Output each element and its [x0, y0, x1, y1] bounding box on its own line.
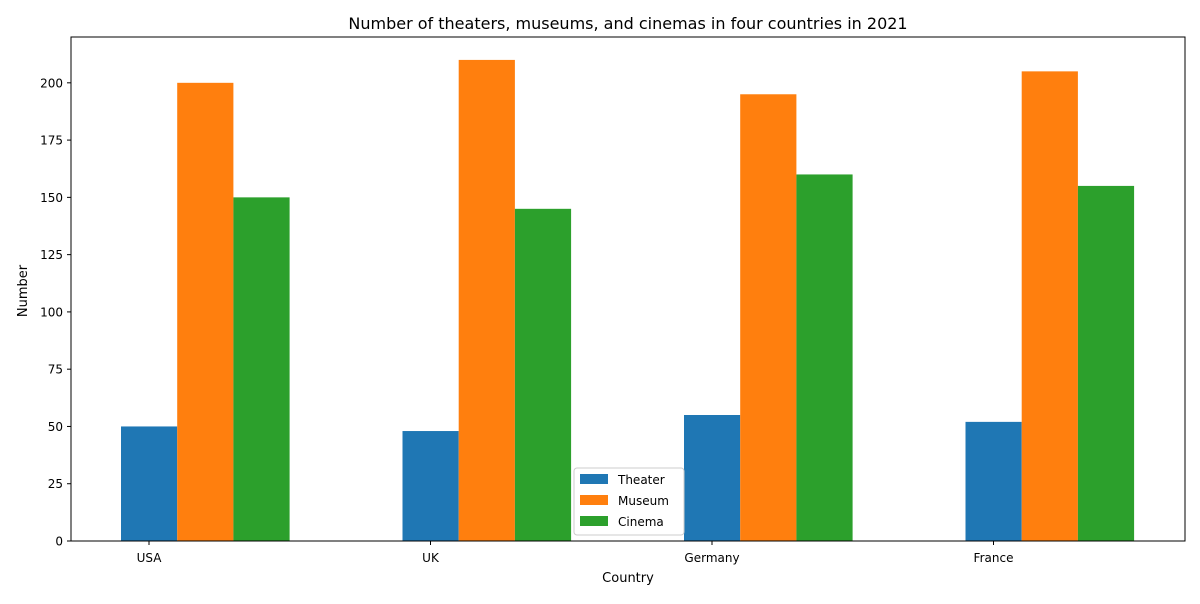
- bar-theater-france: [966, 422, 1022, 541]
- legend-label-museum: Museum: [618, 494, 669, 508]
- bar-museum-usa: [177, 83, 233, 541]
- bar-theater-usa: [121, 426, 177, 541]
- y-tick-label: 75: [48, 363, 63, 377]
- y-tick-label: 150: [40, 191, 63, 205]
- y-axis-label: Number: [16, 264, 31, 317]
- bar-theater-uk: [403, 431, 459, 541]
- x-axis-label: Country: [602, 571, 654, 586]
- x-tick-label-uk: UK: [422, 551, 440, 565]
- legend-swatch-cinema: [580, 516, 608, 526]
- x-tick-label-germany: Germany: [684, 551, 739, 565]
- y-tick-label: 175: [40, 134, 63, 148]
- y-tick-label: 25: [48, 477, 63, 491]
- bar-cinema-france: [1078, 186, 1134, 541]
- legend: Theater Museum Cinema: [574, 468, 684, 535]
- chart-title: Number of theaters, museums, and cinemas…: [348, 14, 907, 33]
- y-tick-label: 125: [40, 248, 63, 262]
- legend-label-cinema: Cinema: [618, 515, 664, 529]
- bar-cinema-uk: [515, 209, 571, 541]
- y-tick-label: 100: [40, 305, 63, 319]
- bar-theater-germany: [684, 415, 740, 541]
- y-tick-label: 0: [55, 535, 63, 549]
- bar-cinema-germany: [796, 174, 852, 541]
- x-tick-label-usa: USA: [137, 551, 163, 565]
- y-tick-label: 50: [48, 420, 63, 434]
- legend-swatch-theater: [580, 474, 608, 484]
- bar-cinema-usa: [233, 197, 289, 541]
- x-tick-label-france: France: [974, 551, 1014, 565]
- y-tick-label: 200: [40, 76, 63, 90]
- bar-museum-germany: [740, 94, 796, 541]
- bar-museum-france: [1022, 71, 1078, 541]
- legend-label-theater: Theater: [617, 473, 665, 487]
- legend-swatch-museum: [580, 495, 608, 505]
- bar-museum-uk: [459, 60, 515, 541]
